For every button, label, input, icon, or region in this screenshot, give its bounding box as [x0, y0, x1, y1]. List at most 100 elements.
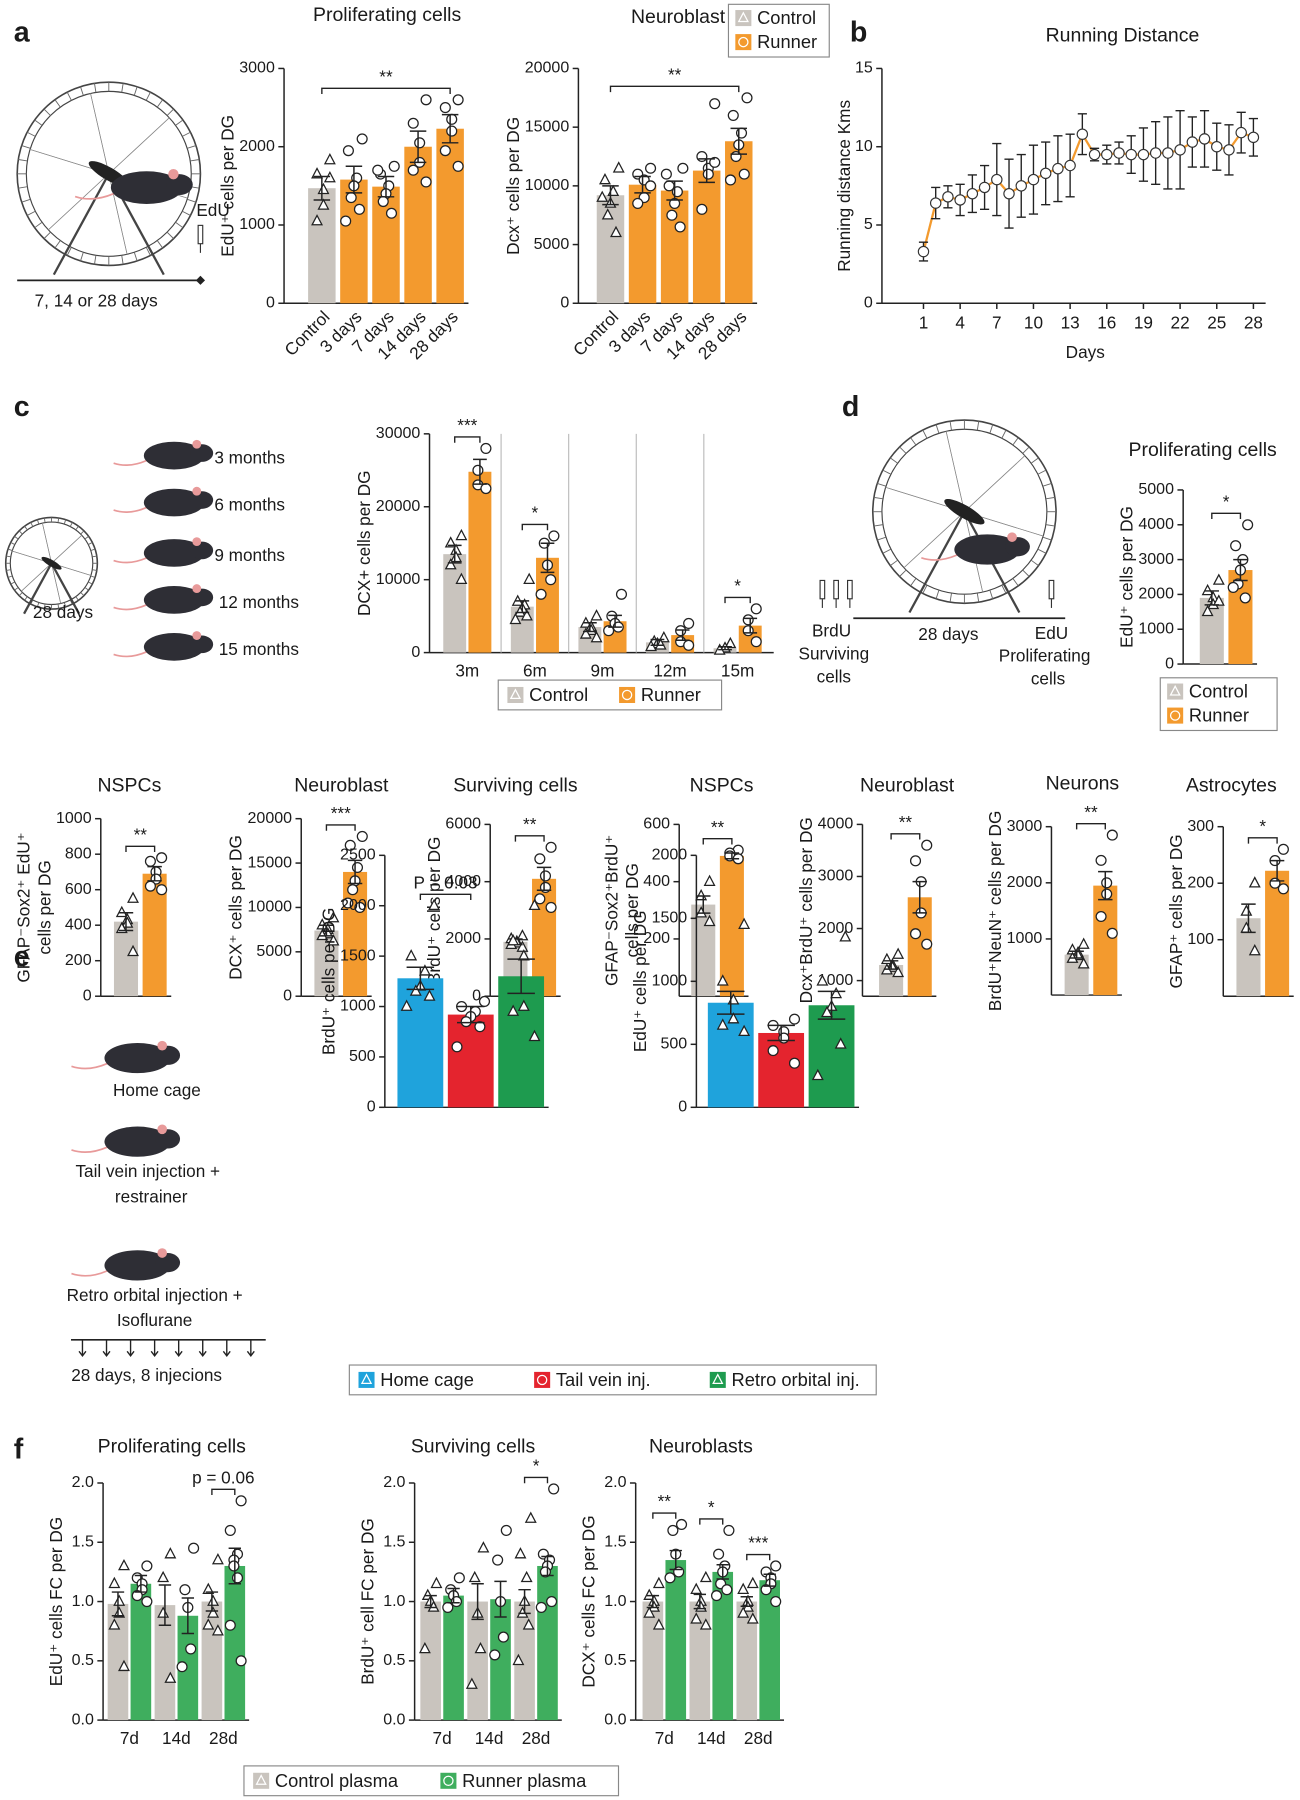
- data-point: [1247, 131, 1260, 144]
- data-point: [1101, 877, 1113, 889]
- significance-bracket: [1211, 512, 1242, 520]
- data-point: [1211, 140, 1223, 153]
- bar: [397, 978, 444, 1108]
- y-tick-label: 20000: [376, 497, 421, 515]
- data-point: [207, 1606, 220, 1618]
- y-tick-label: 10000: [248, 898, 293, 916]
- data-point: [113, 1594, 126, 1606]
- data-point: [1201, 604, 1214, 617]
- illustration-label: EdU: [1035, 623, 1068, 643]
- significance-bracket: [321, 87, 451, 95]
- y-tick-label: 5000: [534, 235, 570, 253]
- data-point: [677, 162, 689, 174]
- data-point: [778, 1032, 790, 1044]
- data-point: [144, 880, 156, 892]
- wheel-rung: [75, 596, 79, 601]
- chart-title: Proliferating cells: [1129, 439, 1278, 461]
- data-point: [164, 1671, 177, 1683]
- wheel-rung: [30, 522, 34, 527]
- x-tick-label: 14d: [162, 1728, 191, 1748]
- data-point: [453, 1572, 465, 1584]
- wheel-rung: [63, 602, 67, 607]
- y-tick-label: 2000: [1138, 585, 1174, 603]
- wheel-rung: [92, 555, 97, 558]
- data-point: [446, 113, 458, 125]
- y-tick-label: 1.0: [72, 1592, 94, 1610]
- x-tick-label: 3m: [455, 661, 479, 681]
- y-tick-label: 0: [83, 986, 92, 1004]
- y-axis-label: BrdU⁺ cell FC per DG: [357, 1518, 377, 1685]
- data-point: [1162, 147, 1174, 159]
- data-point: [610, 225, 622, 238]
- data-point: [683, 617, 695, 629]
- wheel-rung: [873, 524, 884, 527]
- bar: [420, 1601, 441, 1721]
- y-tick-label: 1000: [1007, 929, 1043, 947]
- significance-bracket: [699, 1518, 724, 1525]
- wheel-rung: [890, 457, 898, 464]
- data-point: [344, 839, 356, 851]
- error-bar: [494, 1580, 507, 1618]
- illustration-label: Isoflurane: [117, 1310, 192, 1330]
- illustration-label: Retro orbital injection +: [67, 1285, 243, 1305]
- bar: [498, 976, 545, 1108]
- data-point: [157, 1570, 170, 1583]
- illustration-label: 6 months: [214, 495, 285, 515]
- y-tick-label: 2000: [818, 919, 854, 937]
- significance-bracket: [724, 596, 751, 604]
- data-point: [788, 1013, 801, 1025]
- x-tick-label: 28: [1244, 312, 1263, 332]
- data-point: [788, 1057, 801, 1069]
- data-point: [746, 1612, 759, 1624]
- wheel-rung: [873, 496, 884, 500]
- y-tick-label: 1.5: [604, 1533, 626, 1551]
- data-point: [444, 558, 457, 570]
- wheel-rung: [21, 198, 31, 203]
- data-point: [664, 1572, 676, 1584]
- data-point: [695, 888, 708, 901]
- data-point: [179, 1584, 191, 1596]
- legend-marker: [536, 1374, 548, 1386]
- data-point: [472, 464, 484, 476]
- data-point: [118, 1659, 130, 1672]
- mouse-tail: [71, 1270, 108, 1277]
- mouse-head: [1005, 537, 1030, 557]
- data-point: [428, 898, 441, 911]
- wheel-stand: [50, 562, 81, 615]
- wheel-rung: [935, 424, 940, 434]
- wheel-rung: [976, 593, 980, 603]
- data-point: [713, 1548, 725, 1560]
- data-point: [548, 1483, 560, 1495]
- error-bar: [602, 185, 619, 206]
- x-tick-label: 25: [1207, 312, 1226, 332]
- bar: [514, 1601, 535, 1721]
- panel-label: c: [14, 391, 30, 423]
- error-bar: [817, 990, 846, 1020]
- x-tick-label: 28d: [209, 1728, 238, 1748]
- wheel-rung: [1022, 446, 1030, 454]
- legend-marker: [1169, 710, 1181, 721]
- legend-label: Runner: [1189, 705, 1249, 726]
- data-point: [770, 1560, 782, 1572]
- y-axis-label: EdU⁺ cells per DG: [630, 910, 650, 1052]
- wheel-rung: [935, 590, 940, 600]
- data-point: [1095, 854, 1107, 866]
- wheel-rung: [949, 421, 952, 431]
- data-point: [727, 109, 739, 121]
- illustration-label: Proliferating: [999, 646, 1091, 666]
- error-bar: [118, 912, 134, 932]
- y-tick-label: 2.0: [604, 1473, 626, 1491]
- data-point: [342, 897, 354, 909]
- significance-bracket: [890, 833, 921, 840]
- wheel-rung: [1045, 496, 1055, 500]
- data-point: [523, 572, 536, 585]
- bar: [201, 1601, 223, 1721]
- y-axis-label: BrdU⁺ cells per DG: [318, 908, 338, 1055]
- data-point: [727, 1012, 740, 1024]
- data-point: [224, 1524, 236, 1536]
- data-point: [127, 891, 139, 903]
- significance-bracket: [746, 1553, 771, 1561]
- legend-label: Tail vein inj.: [556, 1369, 651, 1390]
- y-tick-label: 30000: [376, 424, 421, 442]
- mouse-ear: [192, 584, 202, 593]
